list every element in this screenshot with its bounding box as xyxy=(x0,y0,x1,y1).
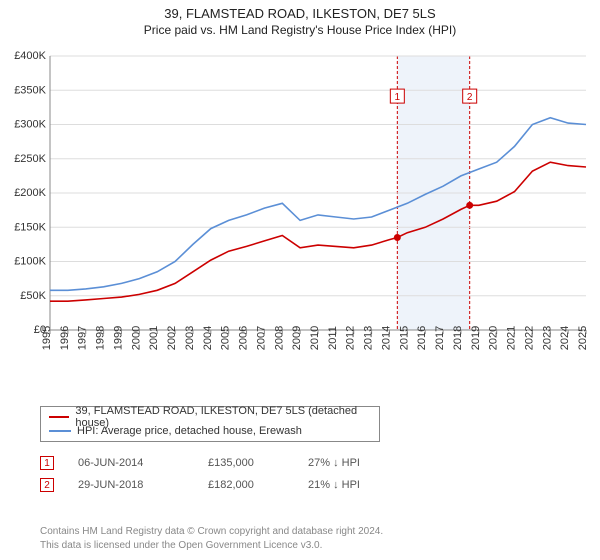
attribution-line: Contains HM Land Registry data © Crown c… xyxy=(40,525,592,539)
title-area: 39, FLAMSTEAD ROAD, ILKESTON, DE7 5LS Pr… xyxy=(0,0,600,37)
svg-text:1996: 1996 xyxy=(59,326,71,350)
svg-text:2021: 2021 xyxy=(506,326,518,350)
sale-pct-vs-hpi: 21% ↓ HPI xyxy=(308,479,408,491)
svg-text:£400K: £400K xyxy=(14,50,46,62)
svg-text:2013: 2013 xyxy=(363,326,375,350)
price-chart: £0£50K£100K£150K£200K£250K£300K£350K£400… xyxy=(8,48,592,368)
attribution: Contains HM Land Registry data © Crown c… xyxy=(40,525,592,552)
svg-text:2001: 2001 xyxy=(148,326,160,350)
sale-price: £182,000 xyxy=(208,479,308,491)
sale-date: 06-JUN-2014 xyxy=(78,457,208,469)
legend-label: HPI: Average price, detached house, Erew… xyxy=(77,425,302,437)
svg-text:2002: 2002 xyxy=(166,326,178,350)
legend-swatch xyxy=(49,430,71,432)
svg-text:1: 1 xyxy=(395,92,401,103)
attribution-line: This data is licensed under the Open Gov… xyxy=(40,539,592,553)
svg-text:2012: 2012 xyxy=(345,326,357,350)
svg-text:2017: 2017 xyxy=(434,326,446,350)
sale-pct-vs-hpi: 27% ↓ HPI xyxy=(308,457,408,469)
svg-text:£250K: £250K xyxy=(14,153,46,165)
svg-text:2020: 2020 xyxy=(488,326,500,350)
svg-text:2018: 2018 xyxy=(452,326,464,350)
svg-text:2014: 2014 xyxy=(380,326,392,350)
svg-text:£100K: £100K xyxy=(14,256,46,268)
page-subtitle: Price paid vs. HM Land Registry's House … xyxy=(0,23,600,37)
svg-text:1995: 1995 xyxy=(41,326,53,350)
svg-text:2003: 2003 xyxy=(184,326,196,350)
sale-marker: 2 xyxy=(40,478,54,492)
sale-price: £135,000 xyxy=(208,457,308,469)
sale-row: 2 29-JUN-2018£182,00021% ↓ HPI xyxy=(40,474,560,496)
legend-row: 39, FLAMSTEAD ROAD, ILKESTON, DE7 5LS (d… xyxy=(49,410,371,424)
svg-text:2000: 2000 xyxy=(130,326,142,350)
sale-marker: 1 xyxy=(40,456,54,470)
svg-text:2024: 2024 xyxy=(559,326,571,350)
svg-text:2004: 2004 xyxy=(202,326,214,350)
legend: 39, FLAMSTEAD ROAD, ILKESTON, DE7 5LS (d… xyxy=(40,406,380,442)
svg-text:2025: 2025 xyxy=(577,326,589,350)
svg-text:2006: 2006 xyxy=(238,326,250,350)
svg-text:2022: 2022 xyxy=(523,326,535,350)
svg-text:2016: 2016 xyxy=(416,326,428,350)
sales-table: 1 06-JUN-2014£135,00027% ↓ HPI 2 29-JUN-201… xyxy=(40,452,560,496)
svg-text:1997: 1997 xyxy=(77,326,89,350)
svg-text:2009: 2009 xyxy=(291,326,303,350)
svg-text:2005: 2005 xyxy=(220,326,232,350)
svg-text:2011: 2011 xyxy=(327,326,339,350)
page-title: 39, FLAMSTEAD ROAD, ILKESTON, DE7 5LS xyxy=(0,6,600,21)
legend-swatch xyxy=(49,416,69,418)
svg-text:2008: 2008 xyxy=(273,326,285,350)
svg-text:2023: 2023 xyxy=(541,326,553,350)
svg-text:1998: 1998 xyxy=(95,326,107,350)
svg-text:2007: 2007 xyxy=(255,326,267,350)
svg-text:1999: 1999 xyxy=(112,326,124,350)
svg-text:2010: 2010 xyxy=(309,326,321,350)
svg-text:2015: 2015 xyxy=(398,326,410,350)
svg-text:£300K: £300K xyxy=(14,119,46,131)
sale-row: 1 06-JUN-2014£135,00027% ↓ HPI xyxy=(40,452,560,474)
svg-text:2: 2 xyxy=(467,92,473,103)
svg-text:2019: 2019 xyxy=(470,326,482,350)
svg-text:£200K: £200K xyxy=(14,187,46,199)
sale-date: 29-JUN-2018 xyxy=(78,479,208,491)
svg-text:£350K: £350K xyxy=(14,84,46,96)
svg-text:£50K: £50K xyxy=(20,290,46,302)
svg-text:£150K: £150K xyxy=(14,221,46,233)
